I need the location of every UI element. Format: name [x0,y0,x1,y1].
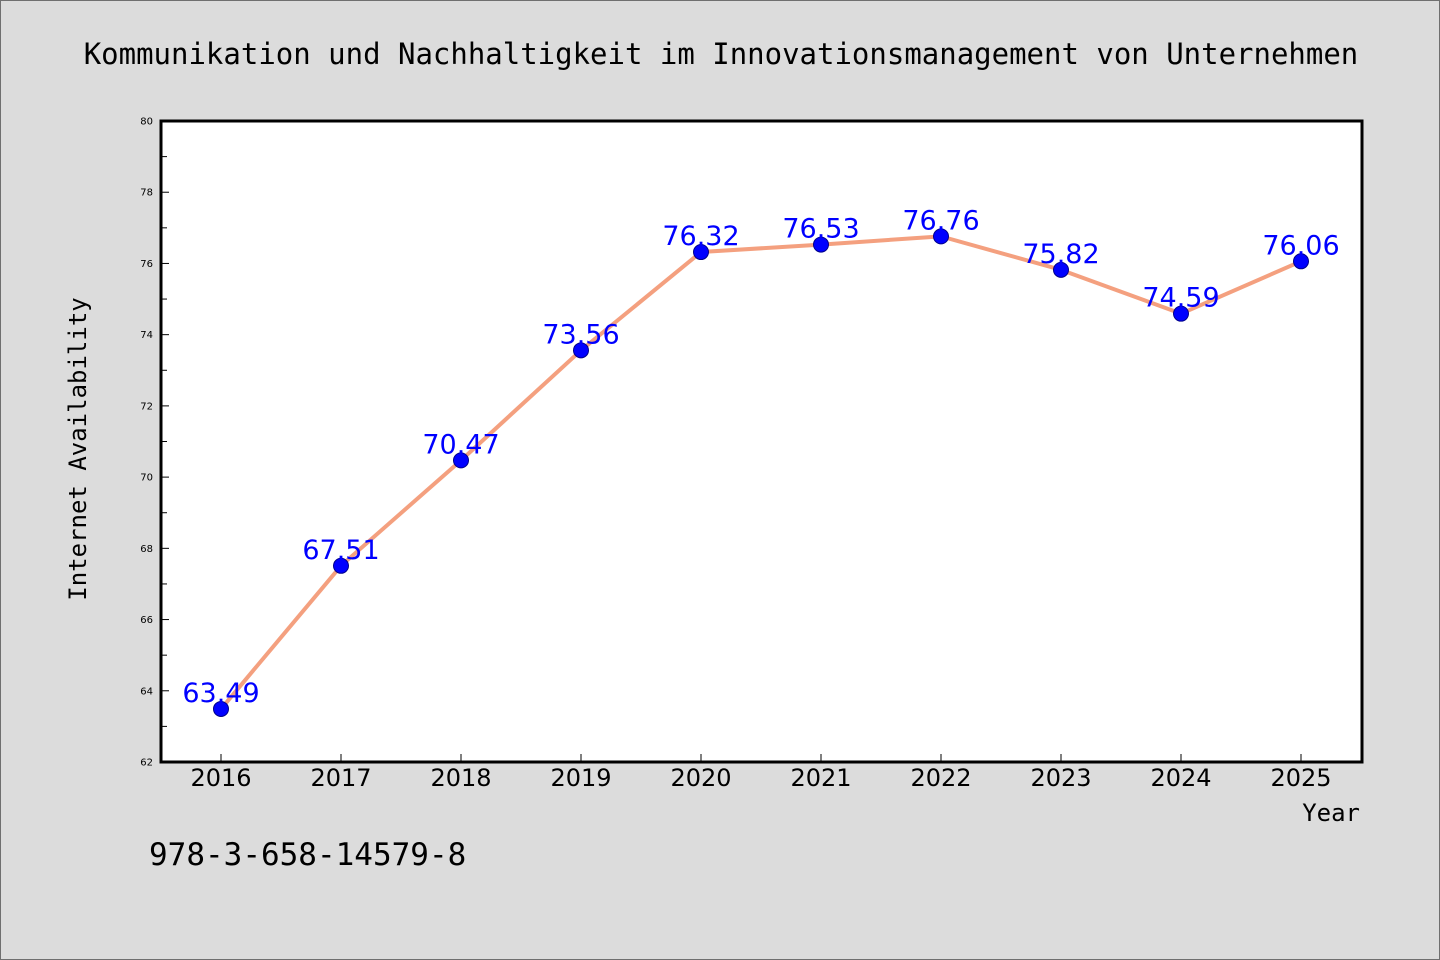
x-tick-label: 2020 [670,764,731,792]
data-point [573,342,589,359]
x-tick-label: 2018 [430,764,491,792]
data-point [1173,305,1189,322]
data-point [1053,261,1069,278]
data-label: 73.56 [542,319,619,350]
data-label: 76.53 [782,214,859,245]
x-tick-label: 2022 [910,764,971,792]
data-point [693,244,709,261]
x-tick-label: 2017 [310,764,371,792]
chart-title: Kommunikation und Nachhaltigkeit im Inno… [84,37,1359,71]
x-tick-label: 2016 [190,764,251,792]
y-axis-title: Internet Availability [64,297,92,600]
y-tick-label: 70 [140,473,153,484]
x-tick-label: 2025 [1270,764,1331,792]
data-point [333,557,349,574]
data-label: 63.49 [182,678,259,709]
x-tick-label: 2021 [790,764,851,792]
data-markers [213,228,1309,717]
series-line-group [219,234,1302,711]
data-label: 67.51 [302,535,379,566]
data-point [213,700,229,717]
x-axis: 2016 2017 2018 2019 2020 2021 2022 2023 2024 2025 [190,754,1332,792]
x-tick-label: 2024 [1150,764,1211,792]
y-tick-label: 72 [140,401,153,412]
data-point [453,452,469,469]
plot-area [159,119,1364,764]
data-point [933,228,949,245]
data-label: 76.32 [662,221,739,252]
data-label: 76.06 [1262,230,1339,261]
y-tick-label: 66 [140,615,153,626]
y-tick-label: 74 [140,330,153,341]
y-tick-label: 78 [140,188,153,199]
y-axis: 62 64 66 68 70 72 74 76 78 80 [140,117,169,769]
x-tick-label: 2023 [1030,764,1091,792]
series-line [219,234,1302,711]
data-labels: 63.49 67.51 70.47 73.56 76.32 76.53 76.76 75.82… [182,205,1339,709]
x-tick-label: 2019 [550,764,611,792]
y-tick-label: 76 [140,259,153,270]
data-label: 76.76 [902,205,979,236]
y-tick-label: 64 [140,686,153,697]
y-tick-label: 80 [140,117,153,128]
y-tick-label: 62 [140,758,153,769]
data-point [1293,253,1309,270]
data-point [813,236,829,253]
y-tick-label: 68 [140,544,153,555]
data-label: 75.82 [1022,239,1099,270]
x-axis-title: Year [1302,799,1360,827]
isbn-label: 978-3-658-14579-8 [149,837,466,873]
data-label: 74.59 [1142,283,1219,314]
data-label: 70.47 [422,429,499,460]
